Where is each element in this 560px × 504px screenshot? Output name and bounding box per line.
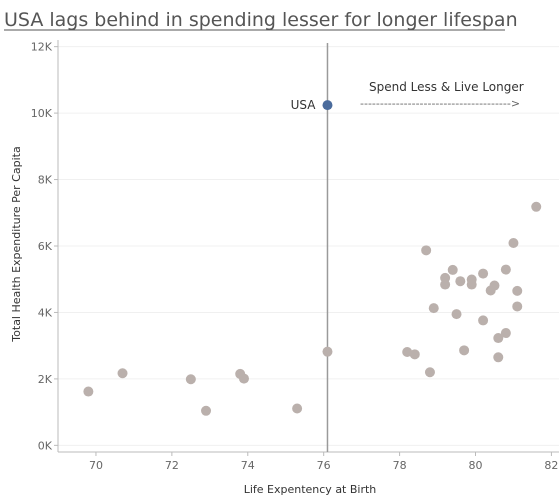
data-point [508, 238, 519, 249]
data-point [478, 315, 489, 326]
data-point [238, 373, 249, 384]
y-tick-label: 2K [38, 373, 53, 386]
data-point [447, 264, 458, 275]
data-points [83, 201, 542, 416]
gridlines [58, 46, 559, 446]
data-point [201, 405, 212, 416]
x-tick-label: 74 [241, 459, 255, 472]
x-axis-label: Life Expentency at Birth [244, 483, 377, 496]
x-tick-label: 78 [393, 459, 407, 472]
data-point [421, 245, 432, 256]
x-tick-label: 70 [89, 459, 103, 472]
data-point [489, 280, 500, 291]
data-point [455, 276, 466, 287]
usa-point [322, 100, 333, 111]
x-tick-label: 76 [317, 459, 331, 472]
data-point [185, 374, 196, 385]
data-point [117, 368, 128, 379]
x-tick-label: 82 [544, 459, 558, 472]
annotation-arrow: --------------------------------------> [360, 97, 520, 110]
data-point [493, 333, 504, 344]
data-point [478, 268, 489, 279]
x-tick-label: 72 [165, 459, 179, 472]
data-point [409, 349, 420, 360]
data-point [292, 403, 303, 414]
data-point [440, 272, 451, 283]
data-point [500, 264, 511, 275]
y-tick-label: 8K [38, 174, 53, 187]
y-axis-label: Total Health Expenditure Per Capita [10, 146, 23, 342]
chart-title: USA lags behind in spending lesser for l… [4, 9, 518, 31]
y-tick-label: 10K [31, 107, 53, 120]
data-point [402, 346, 413, 357]
data-point [322, 346, 333, 357]
y-tick-label: 6K [38, 240, 53, 253]
data-point [500, 328, 511, 339]
x-tick-label: 80 [469, 459, 483, 472]
data-point [493, 352, 504, 363]
usa-label: USA [291, 98, 317, 112]
x-axis-ticks: 70 72 74 76 78 80 82 [89, 452, 558, 472]
annotation-text: Spend Less & Live Longer [369, 80, 524, 94]
y-axis-ticks: 0K 2K 4K 6K 8K 10K 12K [31, 41, 58, 452]
data-point [428, 303, 439, 314]
data-point [451, 309, 462, 320]
data-point [512, 285, 523, 296]
data-point [424, 367, 435, 378]
data-point [83, 386, 94, 397]
data-point [512, 301, 523, 312]
data-point [466, 274, 477, 285]
y-tick-label: 12K [31, 41, 53, 54]
y-tick-label: 4K [38, 306, 53, 319]
data-point [459, 345, 470, 356]
y-tick-label: 0K [38, 439, 53, 452]
data-point [531, 201, 542, 212]
